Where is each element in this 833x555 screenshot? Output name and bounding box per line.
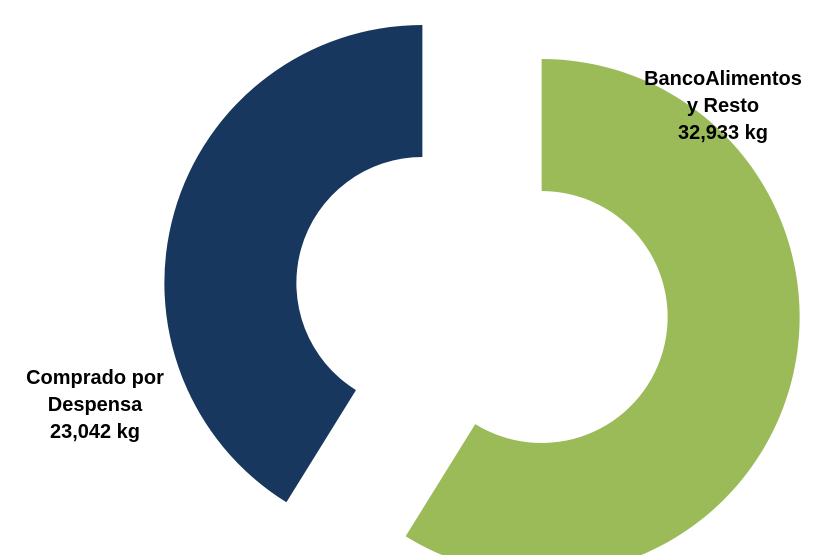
slice-banco-alimentos [405, 58, 800, 555]
slice-value-label: 32,933 kg [677, 122, 769, 144]
slice-value-label: 23,042 kg [49, 421, 141, 443]
slice-comprado-despensa [164, 25, 423, 503]
slice-label-line: Comprado por [26, 367, 164, 389]
slice-label-comprado-despensa: Comprado por Despensa 23,042 kg [5, 365, 185, 446]
slice-label-line: Despensa [47, 394, 143, 416]
slice-label-banco-alimentos: BancoAlimentos y Resto 32,933 kg [618, 66, 828, 147]
slice-label-line: y Resto [686, 95, 760, 117]
slice-label-line: BancoAlimentos [644, 68, 802, 90]
